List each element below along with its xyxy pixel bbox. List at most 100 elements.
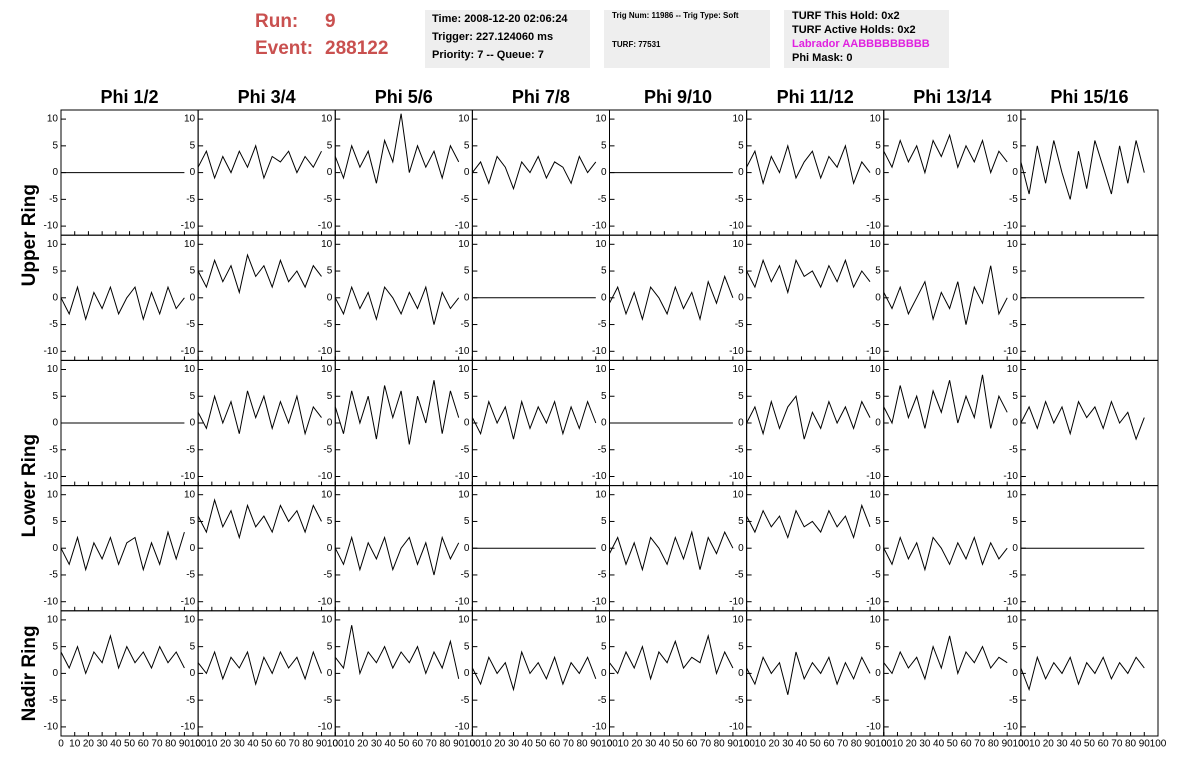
y-tick-label: -10 <box>318 346 333 357</box>
y-tick-label: -10 <box>1003 596 1018 607</box>
y-tick-label: 0 <box>327 668 333 679</box>
x-tick-label: 90 <box>727 739 739 750</box>
y-tick-label: 10 <box>870 114 882 125</box>
x-tick-label: 80 <box>577 739 589 750</box>
y-tick-label: -10 <box>729 596 744 607</box>
column-title: Phi 3/4 <box>238 87 296 107</box>
waveform <box>197 253 322 295</box>
y-tick-label: -10 <box>592 346 607 357</box>
x-tick-label: 60 <box>549 739 561 750</box>
y-tick-label: -10 <box>318 596 333 607</box>
x-tick-label: 70 <box>426 739 438 750</box>
y-tick-label: -10 <box>318 722 333 733</box>
x-tick-label: 0 <box>607 739 613 750</box>
waveform <box>746 651 871 695</box>
y-tick-label: 5 <box>464 641 470 652</box>
x-tick-label: 20 <box>768 739 780 750</box>
y-tick-label: 10 <box>595 364 607 375</box>
y-tick-label: -5 <box>1009 444 1018 455</box>
x-tick-label: 30 <box>782 739 794 750</box>
y-tick-label: -10 <box>592 596 607 607</box>
y-tick-label: -5 <box>598 570 607 581</box>
waveform <box>334 535 460 576</box>
y-tick-label: -10 <box>455 346 470 357</box>
run-label: Run: <box>255 11 298 32</box>
y-tick-label: 0 <box>52 292 58 303</box>
x-tick-label: 0 <box>1018 739 1024 750</box>
y-tick-label: 10 <box>595 114 607 125</box>
y-tick-label: 5 <box>875 391 881 402</box>
y-tick-label: 5 <box>738 516 744 527</box>
y-tick-label: 0 <box>52 543 58 554</box>
x-tick-label: 70 <box>1111 739 1123 750</box>
y-tick-label: 5 <box>52 140 58 151</box>
y-tick-label: -10 <box>1003 722 1018 733</box>
waveform <box>60 285 185 322</box>
y-tick-label: -5 <box>735 570 744 581</box>
waveform <box>1020 400 1145 441</box>
y-tick-label: 5 <box>875 266 881 277</box>
x-tick-label: 10 <box>1029 739 1041 750</box>
info-line: TURF Active Holds: 0x2 <box>792 24 916 36</box>
y-tick-label: 0 <box>875 292 881 303</box>
y-tick-label: 10 <box>595 489 607 500</box>
panel-frame <box>197 485 336 612</box>
y-tick-label: -5 <box>735 444 744 455</box>
y-tick-label: -5 <box>323 194 332 205</box>
y-tick-label: 10 <box>184 114 196 125</box>
panel-frame <box>197 234 336 361</box>
y-tick-label: 0 <box>52 418 58 429</box>
y-tick-label: 0 <box>190 543 196 554</box>
y-tick-label: 5 <box>190 641 196 652</box>
y-tick-label: -5 <box>460 444 469 455</box>
y-tick-label: 10 <box>184 364 196 375</box>
y-tick-label: -10 <box>592 471 607 482</box>
y-tick-label: -5 <box>1009 570 1018 581</box>
panel-frame <box>1020 359 1159 487</box>
y-tick-label: -10 <box>592 221 607 232</box>
info-box <box>604 10 770 68</box>
y-tick-label: 10 <box>870 489 882 500</box>
x-tick-label: 60 <box>1098 739 1110 750</box>
x-tick-label: 30 <box>645 739 657 750</box>
x-tick-label: 20 <box>1043 739 1055 750</box>
panel-frame <box>471 610 610 737</box>
y-tick-label: 10 <box>458 489 470 500</box>
y-tick-label: 5 <box>190 516 196 527</box>
y-tick-label: 0 <box>190 668 196 679</box>
y-tick-label: 0 <box>52 167 58 178</box>
x-tick-label: 90 <box>453 739 465 750</box>
y-tick-label: 5 <box>601 516 607 527</box>
panel-frame <box>334 109 473 236</box>
y-tick-label: -5 <box>460 570 469 581</box>
x-tick-label: 100 <box>190 739 207 750</box>
x-tick-label: 30 <box>371 739 383 750</box>
y-tick-label: -5 <box>872 695 881 706</box>
y-tick-label: 10 <box>458 615 470 626</box>
waveform <box>883 133 1008 175</box>
y-tick-label: 0 <box>1012 668 1018 679</box>
x-tick-label: 60 <box>138 739 150 750</box>
waveform <box>334 113 460 184</box>
y-tick-label: 10 <box>47 239 59 250</box>
info-line: Trigger: 227.124060 ms <box>432 31 553 43</box>
y-tick-label: -10 <box>181 722 196 733</box>
y-tick-label: 5 <box>1012 140 1018 151</box>
panel-frame <box>883 610 1022 737</box>
y-tick-label: -10 <box>866 471 881 482</box>
y-tick-label: -5 <box>872 319 881 330</box>
x-tick-label: 10 <box>755 739 767 750</box>
y-tick-label: 10 <box>595 615 607 626</box>
y-tick-label: 10 <box>458 114 470 125</box>
y-tick-label: 0 <box>464 543 470 554</box>
y-tick-label: 5 <box>327 641 333 652</box>
panel-frame <box>609 234 748 361</box>
y-tick-label: 0 <box>738 418 744 429</box>
x-tick-label: 60 <box>823 739 835 750</box>
y-tick-label: -5 <box>323 570 332 581</box>
y-tick-label: -5 <box>735 194 744 205</box>
x-tick-label: 40 <box>110 739 122 750</box>
y-tick-label: -10 <box>1003 346 1018 357</box>
x-tick-label: 0 <box>470 739 476 750</box>
y-tick-label: 5 <box>464 266 470 277</box>
